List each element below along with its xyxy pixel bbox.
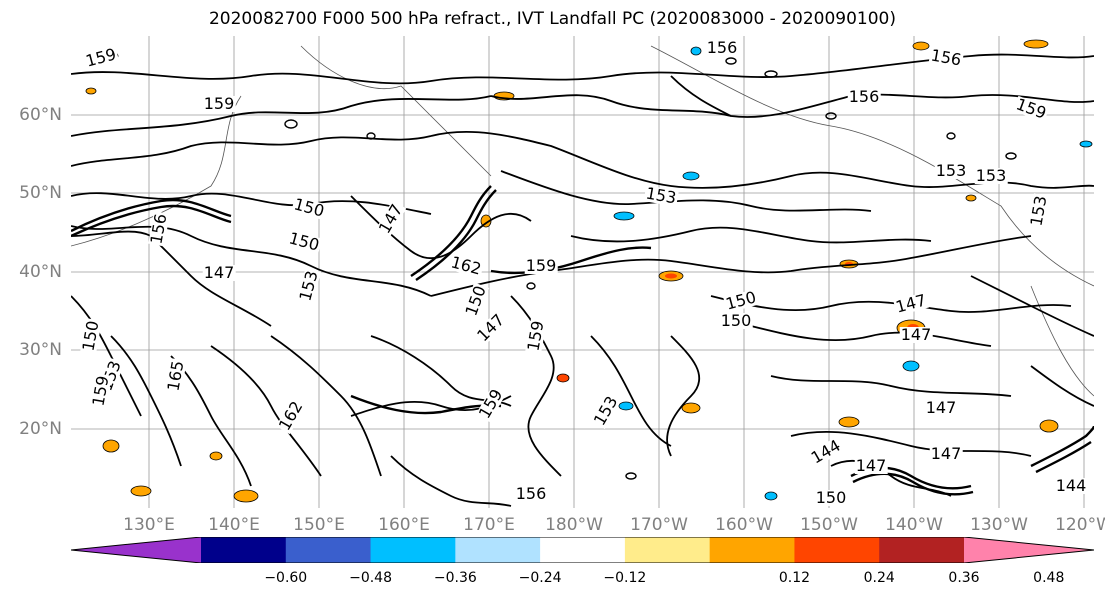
shaded-anomalies — [85, 39, 1093, 503]
lon-label-160w: 160°W — [715, 515, 773, 535]
coastlines — [71, 45, 1094, 397]
colorbar-extend-high — [964, 537, 1094, 563]
lon-label-150w: 150°W — [800, 515, 858, 535]
colorbar-segment — [540, 537, 626, 563]
colorbar-segment — [624, 537, 711, 563]
contour-label: 153 — [974, 166, 1008, 185]
colorbar-tick-label: −0.24 — [518, 570, 562, 586]
lon-label-120w: 120°W — [1055, 515, 1105, 535]
contour-label: 147 — [202, 263, 236, 282]
contour-label: 159 — [524, 256, 558, 275]
colorbar-tick-label: −0.60 — [264, 570, 308, 586]
lon-label-130e: 130°E — [123, 515, 175, 535]
refractivity-contours — [71, 53, 1094, 507]
map-title: 2020082700 F000 500 hPa refract., IVT La… — [208, 9, 896, 29]
lon-label-160e: 160°E — [378, 515, 430, 535]
contour-label: 156 — [514, 484, 548, 503]
lat-label-50n: 50°N — [19, 183, 62, 203]
contour-label: 147 — [854, 456, 888, 475]
colorbar-segment — [201, 537, 287, 563]
contour-label: 150 — [719, 311, 753, 330]
contour-label: 147 — [929, 444, 963, 463]
lon-label-130w: 130°W — [970, 515, 1028, 535]
contour-label: 150 — [814, 488, 848, 507]
lon-label-140w: 140°W — [885, 515, 943, 535]
lat-label-40n: 40°N — [19, 262, 62, 282]
lon-label-150e: 150°E — [293, 515, 345, 535]
colorbar-tick-label: −0.36 — [433, 570, 477, 586]
colorbar-tick-label: 0.48 — [1033, 570, 1065, 586]
colorbar — [71, 537, 1094, 563]
colorbar-segment — [370, 537, 456, 563]
lon-label-170e: 170°E — [463, 515, 515, 535]
colorbar-tick-label: 0.12 — [778, 570, 811, 586]
colorbar-tick-label: −0.48 — [349, 570, 392, 586]
contour-label: 147 — [899, 325, 933, 344]
contour-label: 144 — [1054, 476, 1088, 495]
colorbar-extend-low — [71, 537, 201, 563]
lon-label-140e: 140°E — [208, 515, 260, 535]
colorbar-segment — [455, 537, 541, 563]
contour-label: 153 — [934, 161, 968, 180]
lon-label-180w: 180°W — [545, 515, 603, 535]
colorbar-tick-label: −0.12 — [603, 570, 647, 586]
lat-label-20n: 20°N — [19, 419, 62, 439]
contour-label: 147 — [924, 398, 958, 417]
colorbar-tick-label: 0.24 — [863, 570, 895, 586]
contour-label: 156 — [847, 87, 881, 106]
map-panel: 159 156 156 159 156 159 153 153 150 147 150 147 162 1… — [71, 36, 1094, 508]
contour-label: 159 — [202, 94, 236, 113]
colorbar-segment — [285, 537, 372, 563]
contour-label: 156 — [705, 38, 739, 57]
colorbar-segment — [879, 537, 965, 563]
lat-label-30n: 30°N — [19, 340, 62, 360]
colorbar-segment — [709, 537, 795, 563]
lon-label-170w: 170°W — [630, 515, 688, 535]
colorbar-tick-label: 0.36 — [948, 570, 980, 586]
lat-label-60n: 60°N — [19, 105, 62, 125]
small-contours — [284, 57, 1017, 480]
colorbar-segment — [794, 537, 880, 563]
